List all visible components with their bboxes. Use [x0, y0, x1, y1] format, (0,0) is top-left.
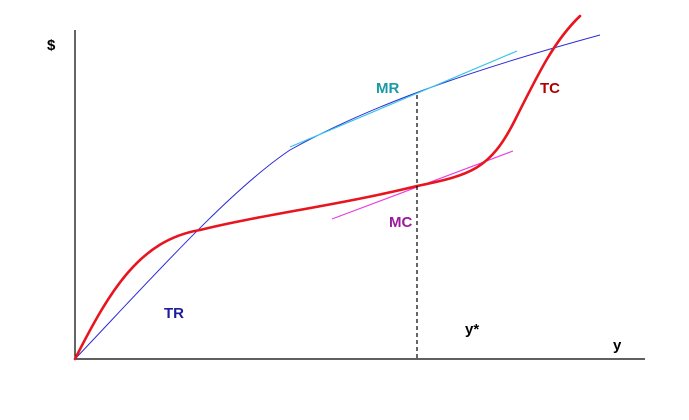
y-axis-label: $	[47, 37, 56, 54]
tc-label: TC	[540, 80, 560, 97]
tc-curve	[73, 14, 582, 361]
y-star-label: y*	[465, 321, 479, 338]
mr-tangent-line	[289, 50, 518, 148]
mc-label: MC	[389, 214, 412, 231]
x-axis-label: y	[613, 337, 622, 354]
tr-label: TR	[164, 305, 184, 322]
mr-label: MR	[376, 80, 399, 97]
tr-curve	[74, 34, 601, 360]
